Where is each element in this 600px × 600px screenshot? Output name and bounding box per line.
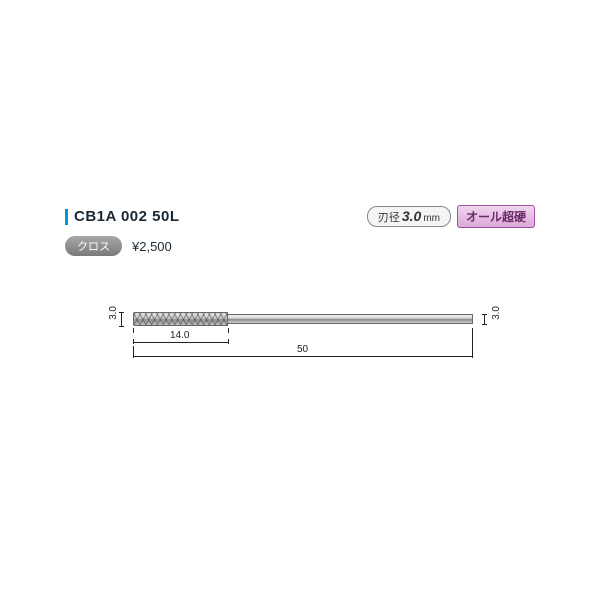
tool-diagram: 3.0 3.0 14.0 50: [75, 284, 535, 384]
dim-shank-diameter: 3.0: [491, 306, 502, 320]
type-badge: クロス: [65, 236, 122, 256]
dim-head-length: 14.0: [170, 330, 189, 341]
diameter-label: 刃径: [378, 209, 400, 225]
diameter-badge: 刃径 3.0 mm: [367, 206, 451, 227]
badge-group: 刃径 3.0 mm オール超硬: [367, 205, 535, 228]
title-group: CB1A 002 50L: [65, 208, 180, 225]
tick: [133, 353, 134, 358]
tick: [228, 328, 229, 333]
accent-bar: [65, 209, 68, 225]
sub-row: クロス ¥2,500: [65, 236, 535, 256]
tick: [472, 353, 473, 358]
cutting-head: [133, 312, 228, 326]
dim-line-head-len: [133, 342, 229, 343]
tick: [472, 328, 473, 356]
dim-line-shank-dia: [484, 314, 485, 325]
material-badge: オール超硬: [457, 205, 535, 228]
tick: [228, 339, 229, 344]
diameter-unit: mm: [423, 213, 440, 224]
dim-head-diameter: 3.0: [108, 306, 119, 320]
product-card: CB1A 002 50L 刃径 3.0 mm オール超硬 クロス ¥2,500 …: [65, 205, 535, 384]
price: ¥2,500: [132, 239, 172, 254]
header-row: CB1A 002 50L 刃径 3.0 mm オール超硬: [65, 205, 535, 228]
dim-line-total-len: [133, 356, 473, 357]
dim-line-head-dia: [121, 312, 122, 327]
product-code: CB1A 002 50L: [74, 208, 180, 225]
cross-cut-pattern: [134, 313, 227, 325]
tool-drawing: [133, 312, 473, 326]
shank: [228, 314, 473, 324]
dim-total-length: 50: [297, 344, 308, 355]
diameter-value: 3.0: [402, 208, 421, 224]
tick: [133, 328, 134, 333]
tick: [133, 339, 134, 344]
